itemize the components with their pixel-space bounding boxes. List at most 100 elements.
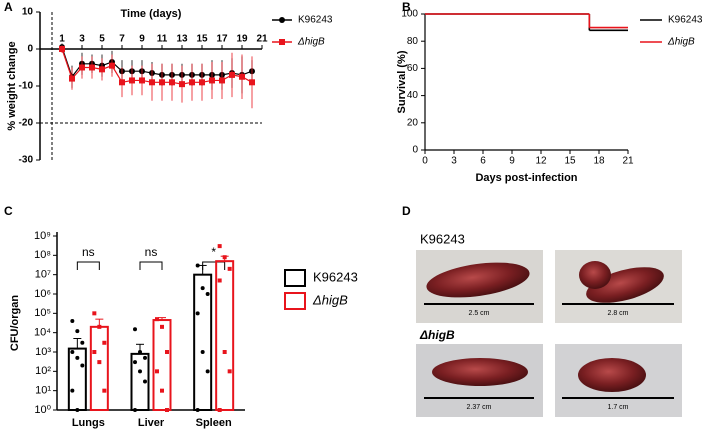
y-tick-label: -20 xyxy=(19,118,34,129)
legend-swatch xyxy=(284,269,306,287)
x-tick-label: 21 xyxy=(622,156,634,167)
x-tick-label: 0 xyxy=(422,156,428,167)
photo-panel: K96243 ΔhigB 2.5 cm 2.8 cm 2.37 cm 1.7 c… xyxy=(416,231,682,417)
data-point xyxy=(155,369,159,374)
marker xyxy=(229,71,235,78)
x-tick-label: 9 xyxy=(509,156,515,167)
data-point xyxy=(160,388,164,393)
marker xyxy=(169,79,175,86)
x-tick-label: 3 xyxy=(451,156,457,167)
legend-label: K96243 xyxy=(313,269,358,284)
marker xyxy=(129,77,135,84)
data-point xyxy=(205,292,210,296)
legend-label: K96243 xyxy=(668,15,703,26)
data-point xyxy=(102,388,107,393)
data-point xyxy=(102,340,107,345)
y-tick-label: 10⁵ xyxy=(34,307,51,319)
data-point xyxy=(195,408,200,412)
bar xyxy=(89,325,109,411)
data-point xyxy=(155,317,159,322)
legend-marker xyxy=(279,17,285,23)
data-point xyxy=(227,266,232,271)
legend-label: K96243 xyxy=(298,15,333,26)
marker xyxy=(119,79,125,86)
data-point xyxy=(138,350,142,354)
y-tick-label: 10⁷ xyxy=(35,269,51,281)
data-point xyxy=(217,244,222,249)
marker xyxy=(149,79,155,86)
data-point xyxy=(70,319,75,324)
marker xyxy=(209,77,215,84)
marker xyxy=(159,79,165,86)
data-point xyxy=(97,324,102,329)
x-tick-label: 15 xyxy=(564,156,576,167)
marker xyxy=(219,77,225,84)
bar xyxy=(215,260,235,412)
photo xyxy=(426,262,530,298)
x-tick-label: 9 xyxy=(139,34,145,45)
marker xyxy=(199,79,205,86)
marker xyxy=(79,64,85,71)
data-point xyxy=(222,350,227,354)
y-axis-title: CFU/organ xyxy=(9,295,21,352)
scale-label: 1.7 cm xyxy=(607,404,628,411)
data-point xyxy=(70,350,75,354)
y-tick-label: 100 xyxy=(401,9,418,20)
significance-bracket xyxy=(202,261,226,270)
marker xyxy=(89,64,95,71)
y-tick-label: 10⁹ xyxy=(34,230,51,242)
x-tick-label: 13 xyxy=(176,34,188,45)
legend-swatch xyxy=(284,292,306,310)
y-tick-label: 10⁸ xyxy=(34,249,51,261)
marker xyxy=(109,62,115,69)
panel-letter: B xyxy=(402,0,411,14)
x-tick-label: 17 xyxy=(216,34,228,45)
data-point xyxy=(200,350,205,354)
x-tick-label: 7 xyxy=(119,34,125,45)
x-tick-label: Spleen xyxy=(196,417,232,429)
data-point xyxy=(205,369,210,374)
data-point xyxy=(195,311,200,316)
group-label: K96243 xyxy=(420,231,465,246)
data-point xyxy=(143,379,147,384)
y-tick-label: 0 xyxy=(412,145,418,156)
marker xyxy=(139,77,145,84)
legend-label: ΔhigB xyxy=(667,37,695,48)
x-tick-label: 15 xyxy=(196,34,208,45)
scale-label: 2.37 cm xyxy=(467,404,492,411)
x-tick-label: 12 xyxy=(535,156,547,167)
x-tick-label: Liver xyxy=(138,417,165,429)
y-tick-label: -30 xyxy=(19,155,34,166)
significance-bracket xyxy=(76,261,100,270)
data-point xyxy=(80,363,85,368)
marker xyxy=(59,46,65,52)
data-point xyxy=(217,278,222,283)
y-axis-title: % weight change xyxy=(6,41,18,130)
y-tick-label: 60 xyxy=(407,63,419,74)
photo xyxy=(578,358,646,392)
legend-label: ΔhigB xyxy=(312,292,348,307)
data-point xyxy=(133,327,137,332)
legend-label: ΔhigB xyxy=(297,37,325,48)
x-tick-label: Lungs xyxy=(72,417,105,429)
significance-label: ns xyxy=(145,245,158,259)
x-tick-label: 6 xyxy=(480,156,486,167)
y-tick-label: 10² xyxy=(35,365,51,377)
y-tick-label: 10⁴ xyxy=(34,327,51,339)
data-point xyxy=(92,350,97,354)
y-tick-label: 10³ xyxy=(35,346,51,358)
x-axis-title: Days post-infection xyxy=(475,172,577,184)
photo xyxy=(432,358,528,386)
x-tick-label: 21 xyxy=(256,34,268,45)
data-point xyxy=(200,286,205,291)
y-tick-label: 80 xyxy=(407,36,419,47)
scale-label: 2.8 cm xyxy=(607,310,628,317)
scale-label: 2.5 cm xyxy=(468,310,489,317)
data-point xyxy=(97,360,102,365)
y-tick-label: 10¹ xyxy=(35,385,51,397)
significance-bracket xyxy=(139,261,163,270)
marker xyxy=(99,66,105,73)
y-tick-label: 0 xyxy=(27,44,33,55)
y-tick-label: 40 xyxy=(407,90,419,101)
data-point xyxy=(143,355,147,360)
